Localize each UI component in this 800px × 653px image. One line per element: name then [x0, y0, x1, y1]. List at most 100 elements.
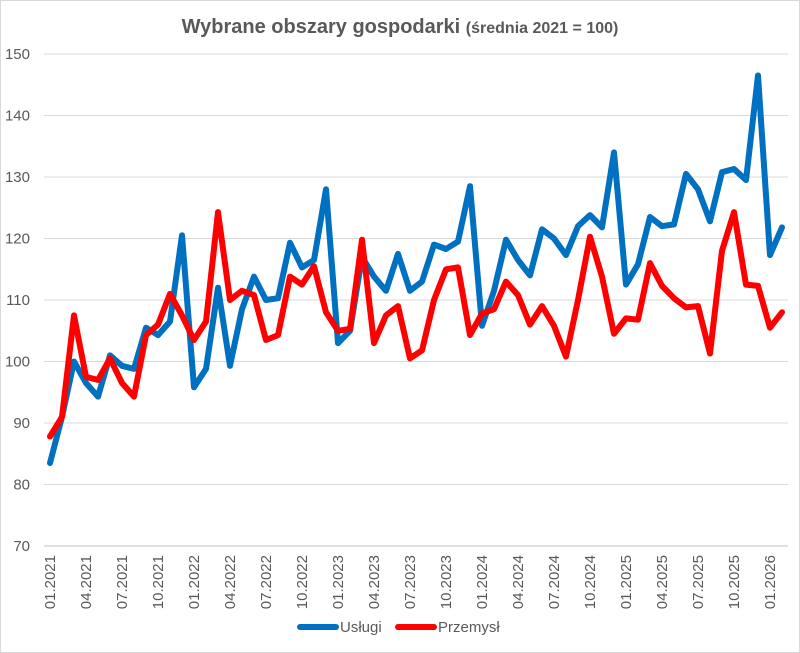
data-point-przemys- [73, 314, 75, 316]
data-point-przemys- [577, 299, 579, 301]
data-point-us-ugi [49, 462, 51, 464]
data-point-przemys- [157, 324, 159, 326]
data-point-przemys- [757, 285, 759, 287]
x-tick-label: 07.2025 [690, 555, 707, 609]
x-tick-label: 01.2026 [762, 555, 779, 609]
data-point-przemys- [205, 321, 207, 323]
data-point-us-ugi [721, 171, 723, 173]
data-point-przemys- [709, 353, 711, 355]
data-point-przemys- [133, 396, 135, 398]
data-point-przemys- [313, 265, 315, 267]
data-point-przemys- [625, 317, 627, 319]
data-point-us-ugi [625, 284, 627, 286]
data-point-przemys- [685, 306, 687, 308]
data-point-przemys- [169, 293, 171, 295]
data-point-us-ugi [217, 287, 219, 289]
data-point-us-ugi [433, 244, 435, 246]
x-tick-label: 04.2022 [222, 555, 239, 609]
chart-title: Wybrane obszary gospodarki (średnia 2021… [0, 16, 800, 39]
x-tick-label: 07.2022 [258, 555, 275, 609]
data-point-us-ugi [529, 274, 531, 276]
data-point-przemys- [145, 334, 147, 336]
data-point-przemys- [529, 324, 531, 326]
data-point-przemys- [445, 268, 447, 270]
data-point-us-ugi [325, 188, 327, 190]
data-point-us-ugi [373, 276, 375, 278]
data-point-przemys- [121, 382, 123, 384]
data-point-us-ugi [205, 368, 207, 370]
data-point-us-ugi [481, 325, 483, 327]
x-tick-label: 10.2024 [582, 555, 599, 609]
data-point-us-ugi [421, 281, 423, 283]
x-tick-label: 01.2024 [474, 555, 491, 609]
data-point-przemys- [649, 262, 651, 264]
data-point-us-ugi [757, 75, 759, 77]
y-tick-label: 70 [13, 538, 30, 555]
data-point-przemys- [517, 294, 519, 296]
data-point-przemys- [253, 294, 255, 296]
data-point-us-ugi [541, 228, 543, 230]
x-tick-label: 07.2024 [546, 555, 563, 609]
data-point-us-ugi [445, 248, 447, 250]
x-tick-label: 04.2025 [654, 555, 671, 609]
data-point-przemys- [541, 305, 543, 307]
data-point-przemys- [85, 376, 87, 378]
data-point-us-ugi [457, 241, 459, 243]
data-point-przemys- [769, 327, 771, 329]
x-tick-label: 10.2023 [438, 555, 455, 609]
data-point-us-ugi [673, 223, 675, 225]
data-point-us-ugi [397, 253, 399, 255]
data-point-us-ugi [85, 382, 87, 384]
data-point-przemys- [781, 311, 783, 313]
data-point-us-ugi [601, 226, 603, 228]
data-point-us-ugi [301, 266, 303, 268]
data-point-us-ugi [181, 234, 183, 236]
data-point-przemys- [109, 357, 111, 359]
x-tick-label: 01.2023 [330, 555, 347, 609]
y-tick-label: 120 [5, 231, 30, 248]
data-point-us-ugi [121, 365, 123, 367]
legend: Usługi Przemysł [297, 619, 500, 636]
y-axis: 70 80 90 100 110 120 130 140 150 [5, 46, 30, 555]
data-point-us-ugi [313, 259, 315, 261]
data-point-us-ugi [193, 386, 195, 388]
data-point-us-ugi [697, 188, 699, 190]
data-point-przemys- [397, 305, 399, 307]
y-tick-label: 130 [5, 169, 30, 186]
data-point-przemys- [337, 330, 339, 332]
data-point-przemys- [349, 328, 351, 330]
data-point-us-ugi [589, 214, 591, 216]
data-point-us-ugi [265, 299, 267, 301]
legend-label-us-ugi: Usługi [340, 619, 382, 636]
series-lines [47, 72, 785, 466]
data-point-przemys- [385, 314, 387, 316]
x-tick-label: 01.2021 [42, 555, 59, 609]
data-point-przemys- [613, 333, 615, 335]
x-tick-label: 10.2025 [726, 555, 743, 609]
gridlines [44, 53, 788, 547]
x-tick-label: 01.2022 [186, 555, 203, 609]
series-line-us-ugi [47, 72, 785, 466]
y-tick-label: 80 [13, 477, 30, 494]
x-tick-label: 04.2024 [510, 555, 527, 609]
data-point-us-ugi [241, 308, 243, 310]
data-point-us-ugi [685, 173, 687, 175]
data-point-przemys- [301, 284, 303, 286]
data-point-przemys- [457, 266, 459, 268]
data-point-przemys- [361, 239, 363, 241]
chart-subtitle: (średnia 2021 = 100) [465, 20, 619, 37]
chart-title-main: Wybrane obszary gospodarki [181, 16, 461, 38]
data-point-us-ugi [169, 321, 171, 323]
data-point-przemys- [421, 349, 423, 351]
data-point-przemys- [565, 356, 567, 358]
data-point-us-ugi [577, 225, 579, 227]
data-point-przemys- [97, 379, 99, 381]
data-point-przemys- [553, 325, 555, 327]
data-point-us-ugi [613, 151, 615, 153]
data-point-przemys- [589, 236, 591, 238]
data-point-us-ugi [289, 242, 291, 244]
data-point-przemys- [601, 276, 603, 278]
data-point-us-ugi [781, 226, 783, 228]
legend-label-przemys-: Przemysł [438, 619, 500, 636]
